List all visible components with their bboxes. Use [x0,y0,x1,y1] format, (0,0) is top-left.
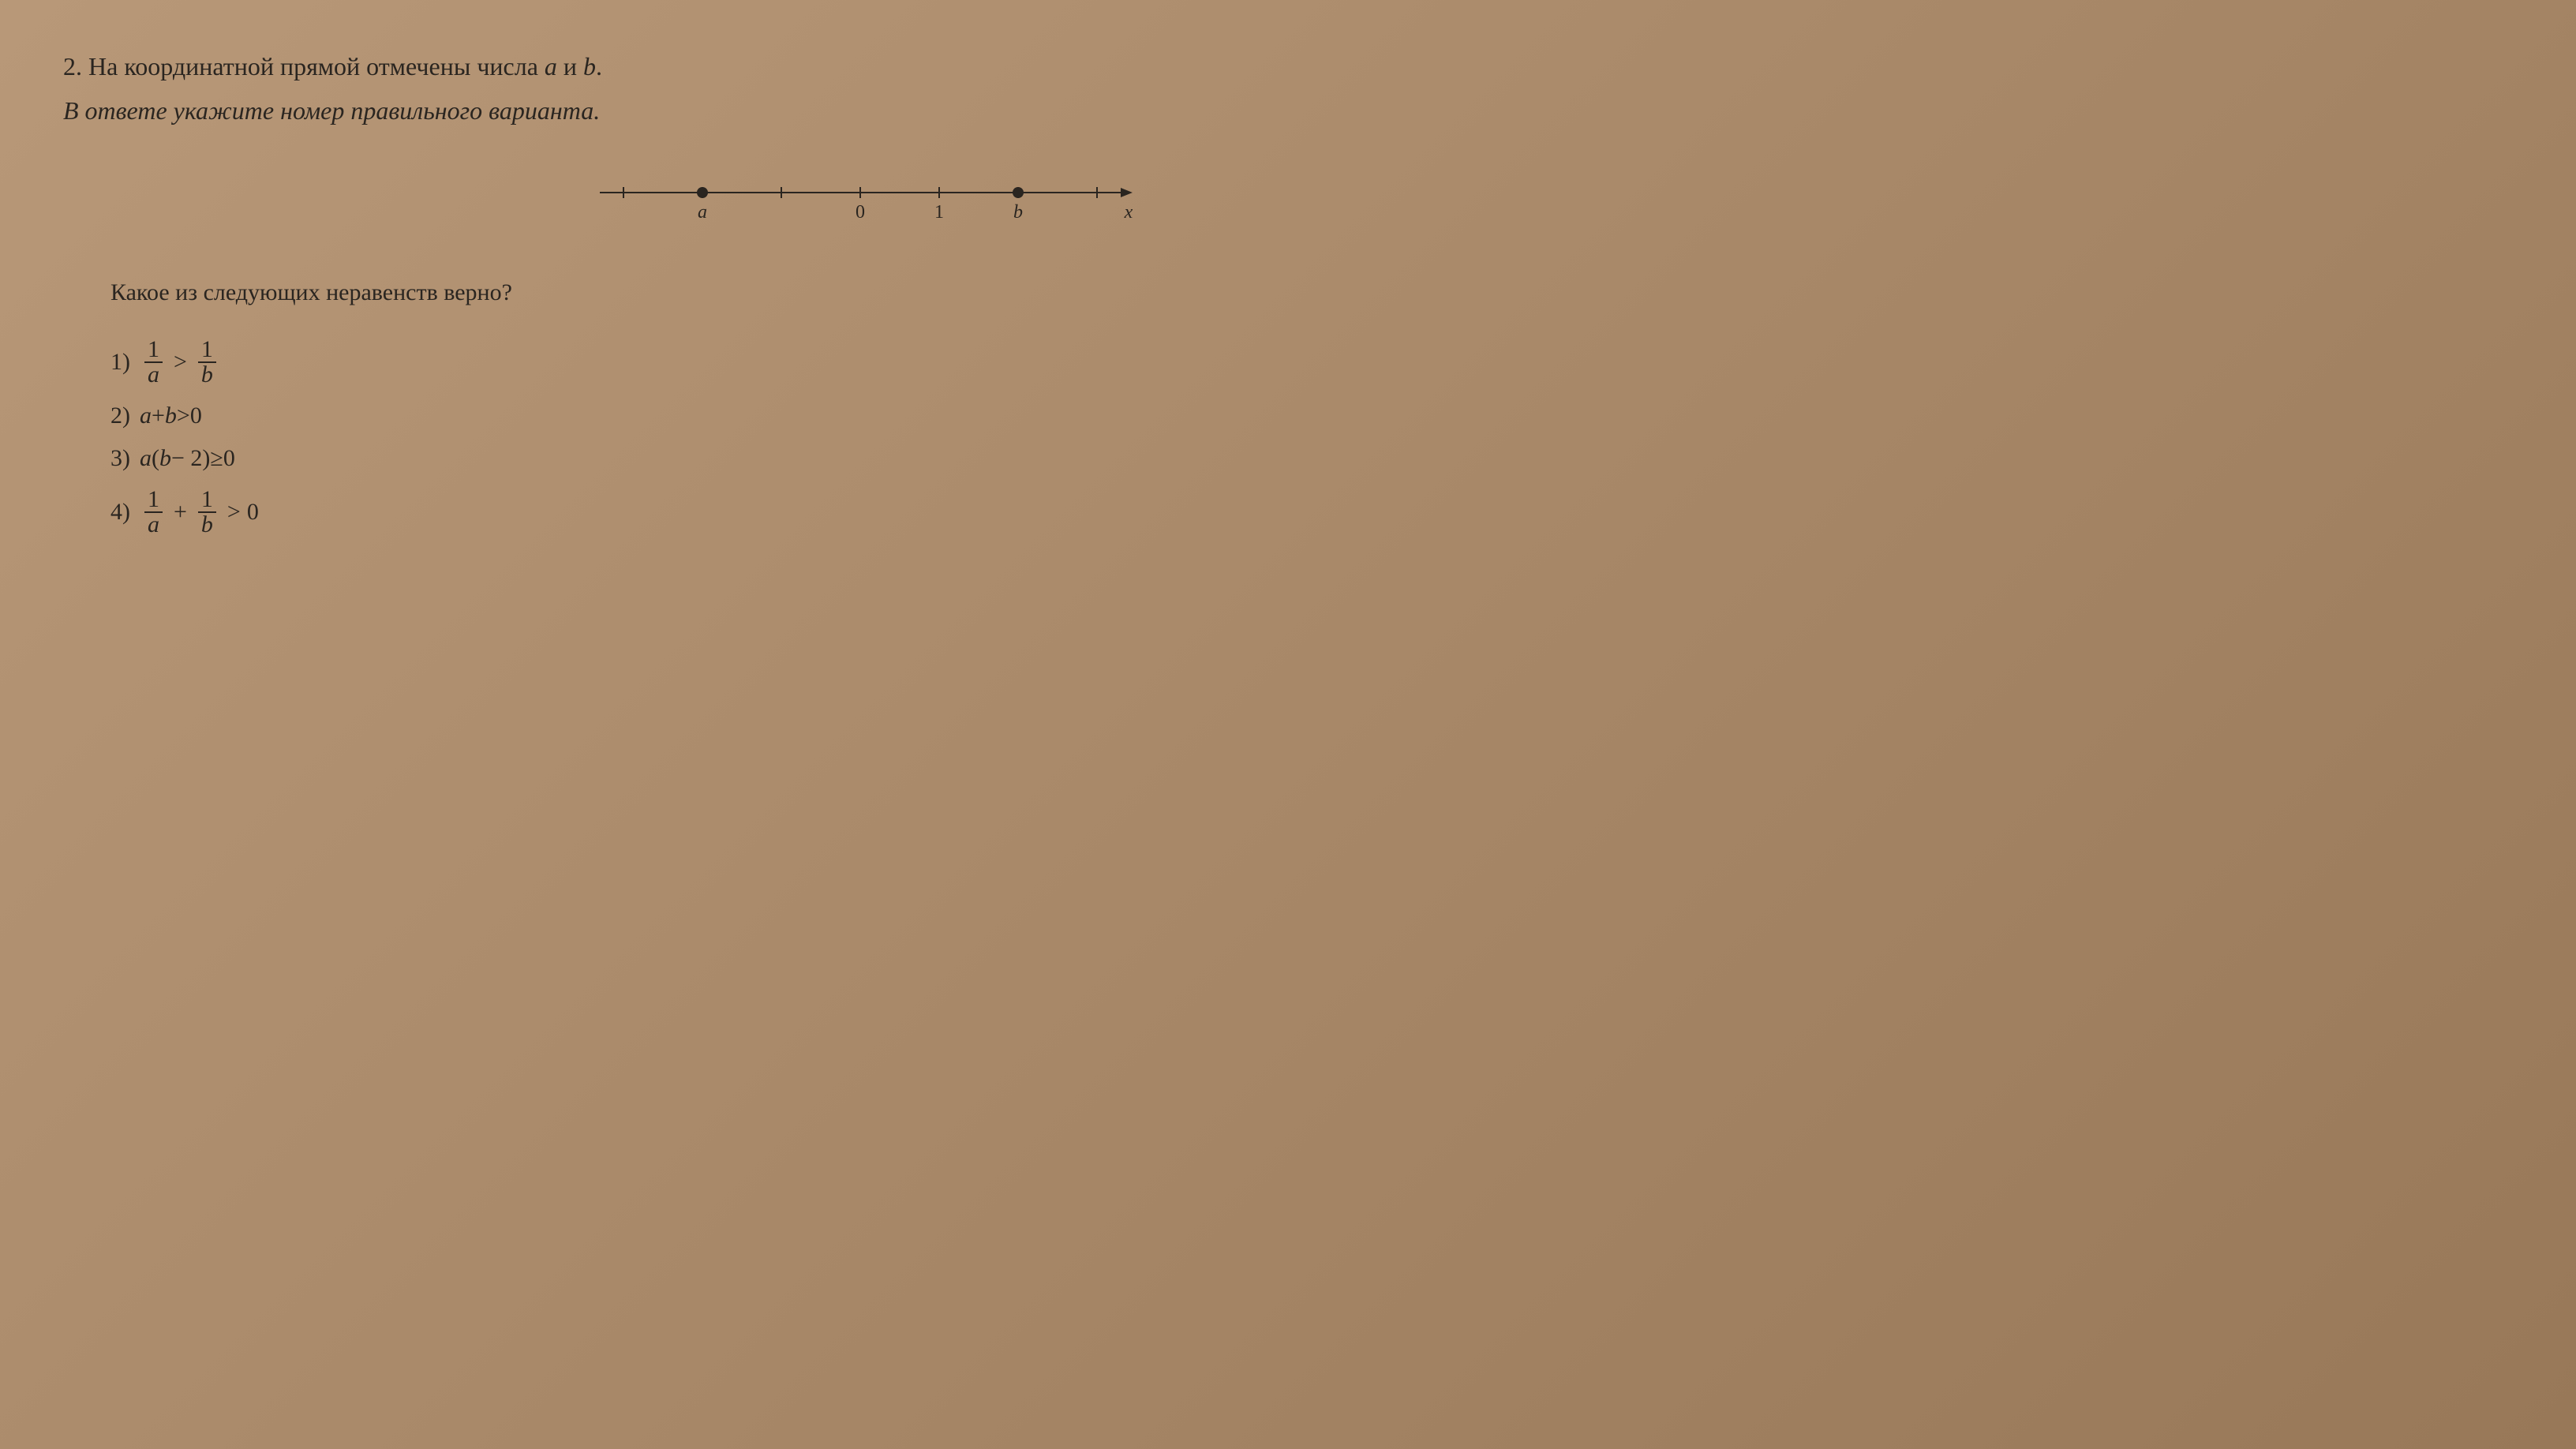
conjunction: и [557,52,583,80]
option-3: 3) a(b − 2) ≥ 0 [110,445,1168,472]
option-4: 4) 1 a + 1 b > 0 [110,488,1168,537]
fraction-1-over-a: 1 a [144,488,163,537]
greater-than-op: > [174,349,187,376]
fraction-1-over-b: 1 b [198,338,216,387]
zero: 0 [190,402,202,429]
gte-op: ≥ [210,445,223,472]
zero: 0 [223,445,235,472]
number-line: a 0 1 b x [584,169,1136,232]
option-2: 2) a + b > 0 [110,402,1168,429]
denominator: a [144,513,163,537]
option-1-expression: 1 a > 1 b [140,338,221,387]
greater-than-op: > [177,402,190,429]
denominator: b [198,513,216,537]
instruction: В ответе укажите номер правильного вариа… [63,92,1168,129]
var-b: b [583,52,596,80]
option-2-expression: a + b > 0 [140,402,202,429]
denominator: a [144,363,163,387]
svg-text:1: 1 [934,202,944,223]
svg-text:a: a [698,202,707,223]
numerator: 1 [144,338,163,363]
var-a: a [140,445,152,472]
plus-op: + [174,499,187,526]
minus-two: − 2 [171,445,202,472]
options-list: 1) 1 a > 1 b 2) a + b > 0 3) a( [110,338,1168,537]
var-a: a [545,52,557,80]
zero: 0 [247,499,259,526]
numerator: 1 [198,488,216,513]
number-line-wrapper: a 0 1 b x [63,169,1168,232]
denominator: b [198,363,216,387]
svg-text:x: x [1124,202,1133,223]
problem-number: 2. [63,52,82,80]
svg-text:b: b [1013,202,1023,223]
option-1: 1) 1 a > 1 b [110,338,1168,387]
greater-than-op: > [227,499,241,526]
var-b: b [159,445,171,472]
problem-statement: 2. На координатной прямой отмечены числа… [63,47,1168,129]
statement-text-1: На координатной прямой отмечены числа [88,52,545,80]
rparen: ) [202,445,210,472]
var-b: b [165,402,177,429]
plus-op: + [152,402,165,429]
numerator: 1 [198,338,216,363]
problem-container: 2. На координатной прямой отмечены числа… [63,47,1168,537]
numerator: 1 [144,488,163,513]
fraction-1-over-a: 1 a [144,338,163,387]
option-1-number: 1) [110,349,130,376]
option-2-number: 2) [110,402,130,429]
svg-text:0: 0 [856,202,865,223]
var-a: a [140,402,152,429]
question-text: Какое из следующих неравенств верно? [110,279,1168,306]
period: . [596,52,602,80]
option-3-expression: a(b − 2) ≥ 0 [140,445,235,472]
option-4-expression: 1 a + 1 b > 0 [140,488,259,537]
lparen: ( [152,445,159,472]
option-4-number: 4) [110,499,130,526]
fraction-1-over-b: 1 b [198,488,216,537]
option-3-number: 3) [110,445,130,472]
